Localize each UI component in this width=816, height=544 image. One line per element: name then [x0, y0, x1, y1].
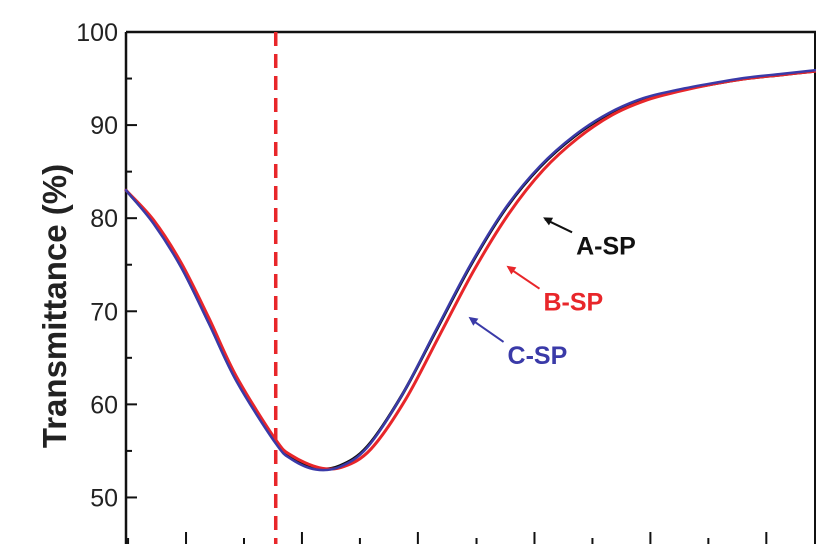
annotation-arrowhead-c-sp: [468, 316, 479, 326]
annotation-arrow-c-sp: [469, 318, 505, 343]
series-label-b-sp: B-SP: [544, 289, 604, 317]
series-annotations: A-SP B-SP C-SP: [468, 217, 636, 370]
y-axis-ticks: 50 60 70 80 90 100: [76, 19, 137, 512]
annotation-arrowhead-a-sp: [543, 217, 554, 226]
y-tick-label: 60: [90, 391, 118, 419]
annotation-arrow-b-sp: [507, 266, 541, 290]
series-line-b-sp: [124, 69, 816, 471]
series-line-c-sp: [124, 68, 816, 472]
y-tick-label: 90: [90, 112, 118, 140]
annotation-arrowhead-b-sp: [506, 265, 517, 275]
x-axis-ticks: [127, 532, 768, 544]
y-tick-label: 100: [76, 19, 118, 47]
series-label-c-sp: C-SP: [508, 342, 568, 370]
plot-frame: [124, 30, 816, 544]
series-label-a-sp: A-SP: [576, 232, 636, 260]
y-axis-title: Transmittance (%): [36, 164, 73, 448]
series-line-a-sp: [124, 69, 816, 471]
series-lines: [124, 68, 816, 472]
y-tick-label: 80: [90, 205, 118, 233]
y-tick-label: 50: [90, 484, 118, 512]
y-tick-label: 70: [90, 298, 118, 326]
